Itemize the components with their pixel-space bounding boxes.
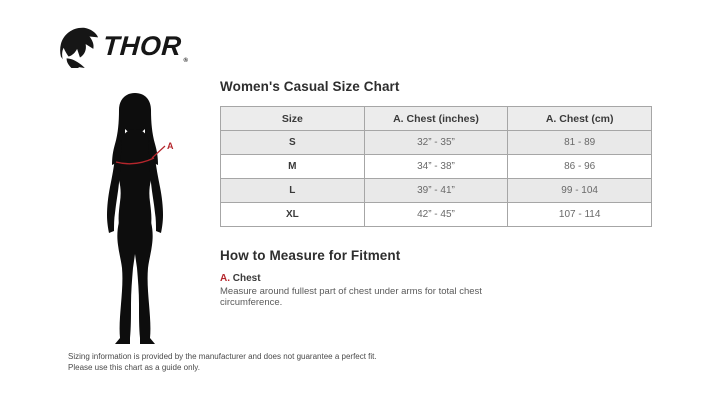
measure-point-name: Chest [232, 273, 261, 284]
size-value: S [220, 130, 365, 155]
measure-section-title: How to Measure for Fitment [220, 248, 401, 263]
thor-logo: THOR ® [58, 24, 188, 68]
measure-point-description: Measure around fullest part of chest und… [220, 286, 482, 309]
sizing-disclaimer: Sizing information is provided by the ma… [68, 351, 377, 373]
chest-inches-value: 42” - 45” [363, 202, 509, 227]
table-row: S 32” - 35” 81 - 89 [220, 130, 652, 155]
chest-cm-value: 86 - 96 [507, 154, 652, 179]
size-value: M [220, 154, 365, 179]
measure-point-chest: A. Chest [220, 273, 652, 284]
table-header-row: Size A. Chest (inches) A. Chest (cm) [220, 106, 652, 131]
size-chart-table: Size A. Chest (inches) A. Chest (cm) S 3… [220, 106, 652, 227]
size-value: XL [220, 202, 365, 227]
disclaimer-line-1: Sizing information is provided by the ma… [68, 352, 377, 361]
table-row: L 39” - 41” 99 - 104 [220, 178, 652, 203]
disclaimer-line-2: Please use this chart as a guide only. [68, 363, 200, 373]
chest-pointer-line [151, 145, 166, 159]
size-value: L [220, 178, 365, 203]
table-row: M 34” - 38” 86 - 96 [220, 154, 652, 179]
column-header-chest-cm: A. Chest (cm) [507, 106, 652, 131]
thor-ram-icon [60, 27, 99, 68]
chest-inches-value: 32” - 35” [363, 130, 509, 155]
thor-wordmark: THOR [101, 30, 183, 61]
size-chart-content: Women's Casual Size Chart Size A. Chest … [220, 79, 652, 308]
table-row: XL 42” - 45” 107 - 114 [220, 202, 652, 227]
column-header-chest-inches: A. Chest (inches) [363, 106, 509, 131]
chest-measure-line [115, 157, 155, 165]
woman-silhouette: A [107, 93, 174, 344]
registered-trademark: ® [183, 58, 188, 64]
measurement-figure: A [95, 92, 185, 348]
chest-cm-value: 81 - 89 [507, 130, 652, 155]
measure-point-letter: A. [220, 273, 230, 284]
chest-cm-value: 107 - 114 [507, 202, 652, 227]
size-chart-title: Women's Casual Size Chart [220, 79, 400, 94]
chest-cm-value: 99 - 104 [507, 178, 652, 203]
chest-inches-value: 34” - 38” [363, 154, 509, 179]
column-header-size: Size [220, 106, 365, 131]
chest-inches-value: 39” - 41” [363, 178, 509, 203]
figure-label-a: A [167, 141, 174, 151]
